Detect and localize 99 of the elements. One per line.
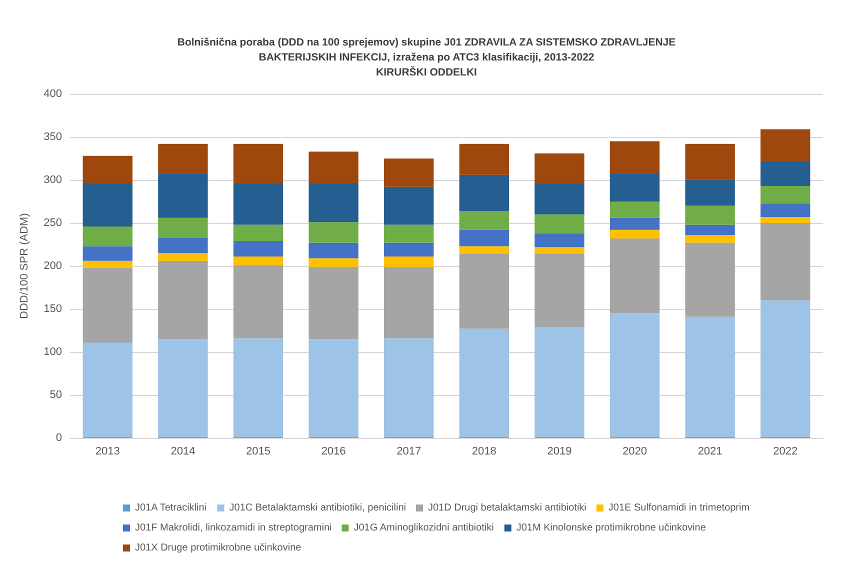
- bar: [233, 265, 284, 338]
- y-tick-label: 400: [44, 88, 62, 100]
- y-tick-label: 250: [44, 217, 62, 229]
- bar: [384, 186, 434, 225]
- x-tick-label: 2019: [547, 446, 572, 458]
- bar: [610, 313, 660, 438]
- legend-label: J01M Kinolonske protimikrobne učinkovine: [516, 522, 706, 534]
- bar: [610, 238, 660, 314]
- bar: [760, 223, 810, 300]
- bar: [534, 233, 584, 248]
- bar: [158, 174, 208, 218]
- bar: [459, 174, 509, 211]
- bar: [459, 230, 509, 246]
- bar: [685, 144, 735, 180]
- bar: [685, 235, 735, 243]
- bar: [685, 316, 735, 438]
- x-tick-label: 2017: [396, 446, 422, 458]
- bar: [308, 266, 358, 340]
- x-tick-label: 2015: [246, 446, 270, 458]
- bar: [459, 254, 509, 329]
- bar: [158, 253, 208, 261]
- bar: [384, 256, 434, 267]
- x-tick-label: 2014: [170, 446, 196, 458]
- bar: [760, 162, 810, 186]
- bar: [158, 339, 208, 438]
- bar: [760, 203, 810, 217]
- bar: [308, 242, 358, 258]
- bar: [233, 183, 284, 225]
- chart-title: Bolnišnična poraba (DDD na 100 sprejemov) skupine J01 ZDRAVILA ZA SISTEMSKO ZDRAVLJENJE BAKTERIJSKIH INFEKCIJ, izražena po ATC3 klasifikaciji, 2013-2022 KIRURŠKI ODDELKI: [177, 36, 676, 78]
- bar: [308, 152, 358, 184]
- legend-label: J01G Aminoglikozidni antibiotiki: [354, 522, 494, 534]
- bar: [610, 174, 660, 202]
- bar: [308, 183, 358, 222]
- bar: [685, 224, 735, 236]
- bar: [459, 246, 509, 254]
- bar: [610, 230, 660, 238]
- bar: [82, 183, 132, 226]
- bar: [233, 256, 284, 266]
- bar: [534, 214, 584, 234]
- x-tick-label: 2013: [95, 446, 120, 458]
- bar: [384, 266, 434, 338]
- legend-label: J01C Betalaktamski antibiotiki, penicilini: [229, 502, 406, 514]
- bar: [534, 183, 584, 214]
- legend-label: J01X Druge protimikrobne učinkovine: [135, 542, 302, 554]
- bar: [610, 218, 660, 230]
- y-tick-label: 50: [50, 389, 62, 401]
- x-tick-label: 2021: [698, 446, 722, 458]
- bar: [610, 202, 660, 218]
- bar: [534, 153, 584, 184]
- y-tick-label: 300: [44, 174, 62, 186]
- bar: [233, 224, 284, 242]
- bar: [459, 144, 509, 175]
- x-tick-label: 2020: [622, 446, 647, 458]
- bar: [308, 339, 358, 438]
- bar: [384, 338, 434, 438]
- bar: [459, 210, 509, 230]
- bar: [760, 300, 810, 438]
- bar: [158, 144, 208, 174]
- bar: [610, 141, 660, 174]
- legend-label: J01F Makrolidi, linkozamidi in streptogramini: [135, 522, 332, 534]
- bar: [534, 254, 584, 328]
- bar: [384, 224, 434, 243]
- bar: [82, 156, 132, 184]
- bar: [685, 179, 735, 206]
- y-tick-label: 350: [44, 131, 62, 143]
- legend-label: J01E Sulfonamidi in trimetoprim: [608, 502, 750, 514]
- bar: [82, 246, 132, 261]
- x-tick-label: 2016: [321, 446, 346, 458]
- bar: [82, 342, 132, 438]
- y-axis-title: DDD/100 SPR (ADM): [18, 213, 30, 319]
- legend-label: J01A Tetraciklini: [135, 502, 207, 514]
- y-tick-label: 200: [44, 260, 62, 272]
- bar: [760, 216, 810, 223]
- bar: [82, 260, 132, 268]
- bar: [82, 268, 132, 343]
- bar: [685, 242, 735, 317]
- bar: [760, 186, 810, 204]
- bar: [82, 226, 132, 246]
- bar: [384, 158, 434, 187]
- y-tick-label: 0: [56, 432, 62, 444]
- bar: [534, 247, 584, 254]
- bar: [233, 144, 284, 184]
- bar: [158, 218, 208, 238]
- bar: [233, 338, 284, 438]
- bar: [534, 327, 584, 438]
- bar: [685, 206, 735, 225]
- bar: [158, 260, 208, 340]
- bar: [308, 222, 358, 243]
- x-tick-label: 2022: [773, 446, 798, 458]
- bar: [308, 258, 358, 267]
- bar: [158, 238, 208, 254]
- bar: [459, 328, 509, 438]
- legend-label: J01D Drugi betalaktamski antibiotiki: [428, 502, 586, 514]
- x-tick-label: 2018: [472, 446, 496, 458]
- y-tick-label: 100: [44, 346, 62, 358]
- y-tick-label: 150: [44, 303, 62, 315]
- bar: [384, 242, 434, 257]
- bar: [760, 129, 810, 162]
- bar: [233, 241, 284, 257]
